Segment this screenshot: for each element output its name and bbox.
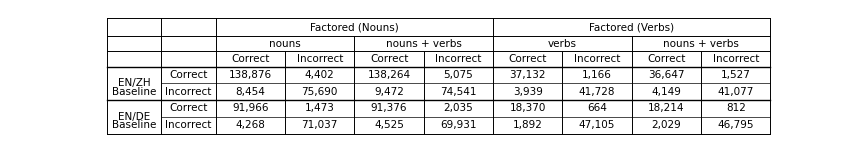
Text: 36,647: 36,647 [648, 70, 685, 80]
Text: 1,473: 1,473 [305, 103, 335, 113]
Text: Baseline: Baseline [112, 87, 157, 97]
Text: Incorrect: Incorrect [165, 87, 211, 97]
Text: 664: 664 [587, 103, 607, 113]
Text: Correct: Correct [508, 54, 547, 64]
Text: 1,166: 1,166 [582, 70, 612, 80]
Text: 138,264: 138,264 [367, 70, 411, 80]
Text: EN/DE: EN/DE [118, 112, 151, 122]
Text: Correct: Correct [169, 103, 208, 113]
Text: Incorrect: Incorrect [296, 54, 343, 64]
Text: Correct: Correct [169, 70, 208, 80]
Text: 47,105: 47,105 [579, 120, 615, 130]
Text: 4,525: 4,525 [374, 120, 404, 130]
Text: verbs: verbs [548, 39, 577, 49]
Text: 5,075: 5,075 [443, 70, 473, 80]
Text: Factored (Verbs): Factored (Verbs) [589, 22, 675, 32]
Text: Correct: Correct [231, 54, 270, 64]
Text: 71,037: 71,037 [301, 120, 338, 130]
Text: 4,149: 4,149 [651, 87, 681, 97]
Text: 18,214: 18,214 [648, 103, 685, 113]
Text: Correct: Correct [370, 54, 408, 64]
Text: nouns + verbs: nouns + verbs [386, 39, 461, 49]
Text: 812: 812 [726, 103, 746, 113]
Text: 69,931: 69,931 [440, 120, 477, 130]
Text: Factored (Nouns): Factored (Nouns) [310, 22, 399, 32]
Text: 1,527: 1,527 [721, 70, 751, 80]
Text: EN/ZH: EN/ZH [118, 78, 151, 88]
Text: nouns + verbs: nouns + verbs [663, 39, 739, 49]
Text: Incorrect: Incorrect [435, 54, 482, 64]
Text: Incorrect: Incorrect [165, 120, 211, 130]
Text: 2,035: 2,035 [443, 103, 473, 113]
Text: 41,077: 41,077 [717, 87, 754, 97]
Text: 1,892: 1,892 [513, 120, 543, 130]
Text: 4,402: 4,402 [305, 70, 335, 80]
Text: 8,454: 8,454 [235, 87, 265, 97]
Text: Correct: Correct [647, 54, 686, 64]
Text: 46,795: 46,795 [717, 120, 754, 130]
Text: 41,728: 41,728 [579, 87, 615, 97]
Text: 138,876: 138,876 [229, 70, 272, 80]
Text: Incorrect: Incorrect [574, 54, 621, 64]
Text: 2,029: 2,029 [651, 120, 681, 130]
Text: 75,690: 75,690 [301, 87, 338, 97]
Text: 18,370: 18,370 [509, 103, 546, 113]
Text: 3,939: 3,939 [513, 87, 543, 97]
Text: 37,132: 37,132 [509, 70, 546, 80]
Text: 4,268: 4,268 [235, 120, 265, 130]
Text: 74,541: 74,541 [440, 87, 477, 97]
Text: 9,472: 9,472 [374, 87, 404, 97]
Text: 91,376: 91,376 [371, 103, 407, 113]
Text: 91,966: 91,966 [232, 103, 269, 113]
Text: nouns: nouns [270, 39, 301, 49]
Text: Incorrect: Incorrect [712, 54, 759, 64]
Text: Baseline: Baseline [112, 120, 157, 130]
